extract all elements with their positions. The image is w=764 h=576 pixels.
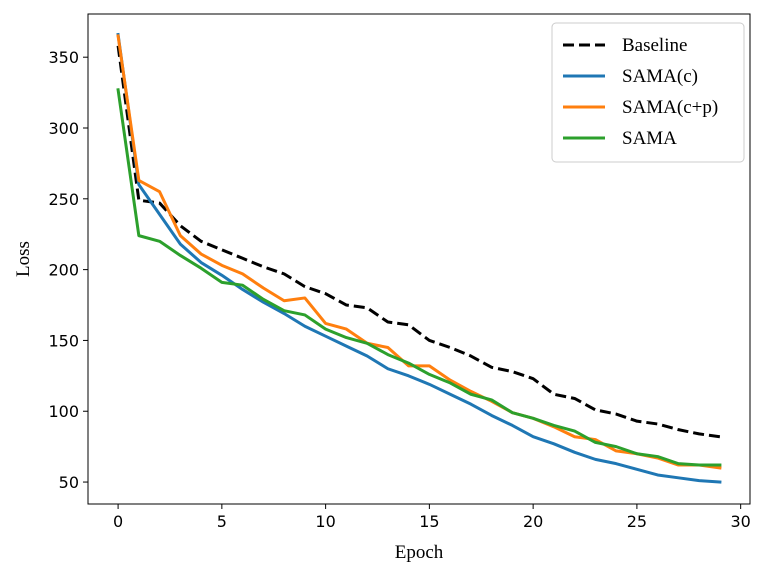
legend-label-sama-c: SAMA(c) — [622, 66, 698, 87]
y-tick-label: 250 — [48, 190, 79, 209]
legend-label-sama: SAMA — [622, 128, 677, 149]
x-tick-label: 10 — [315, 512, 335, 531]
legend-label-baseline: Baseline — [622, 35, 687, 56]
series-line-sama-c — [116, 32, 722, 484]
y-axis: 50 100 150 200 250 300 350 — [48, 48, 88, 492]
x-tick-label: 20 — [523, 512, 543, 531]
y-tick-label: 150 — [48, 331, 79, 350]
x-axis: 0 5 10 15 20 25 30 — [113, 504, 751, 531]
y-tick-label: 50 — [59, 473, 79, 492]
legend: Baseline SAMA(c) SAMA(c+p) SAMA — [551, 22, 745, 163]
series-line-sama — [116, 88, 722, 467]
y-axis-label: Loss — [13, 241, 34, 277]
series-line-baseline — [116, 45, 721, 439]
x-tick-label: 15 — [419, 512, 439, 531]
y-tick-label: 350 — [48, 48, 79, 67]
series-layer — [116, 32, 722, 484]
legend-label-sama-c-p: SAMA(c+p) — [622, 97, 718, 118]
plot-frame — [87, 13, 751, 505]
legend-box — [551, 22, 745, 163]
x-tick-label: 0 — [113, 512, 123, 531]
series-line-sama-c-p — [116, 34, 722, 470]
y-tick-label: 300 — [48, 119, 79, 138]
y-tick-label: 100 — [48, 402, 79, 421]
x-tick-label: 5 — [217, 512, 227, 531]
x-tick-label: 30 — [730, 512, 750, 531]
x-axis-label: Epoch — [395, 542, 444, 563]
y-tick-label: 200 — [48, 261, 79, 280]
x-tick-label: 25 — [627, 512, 647, 531]
